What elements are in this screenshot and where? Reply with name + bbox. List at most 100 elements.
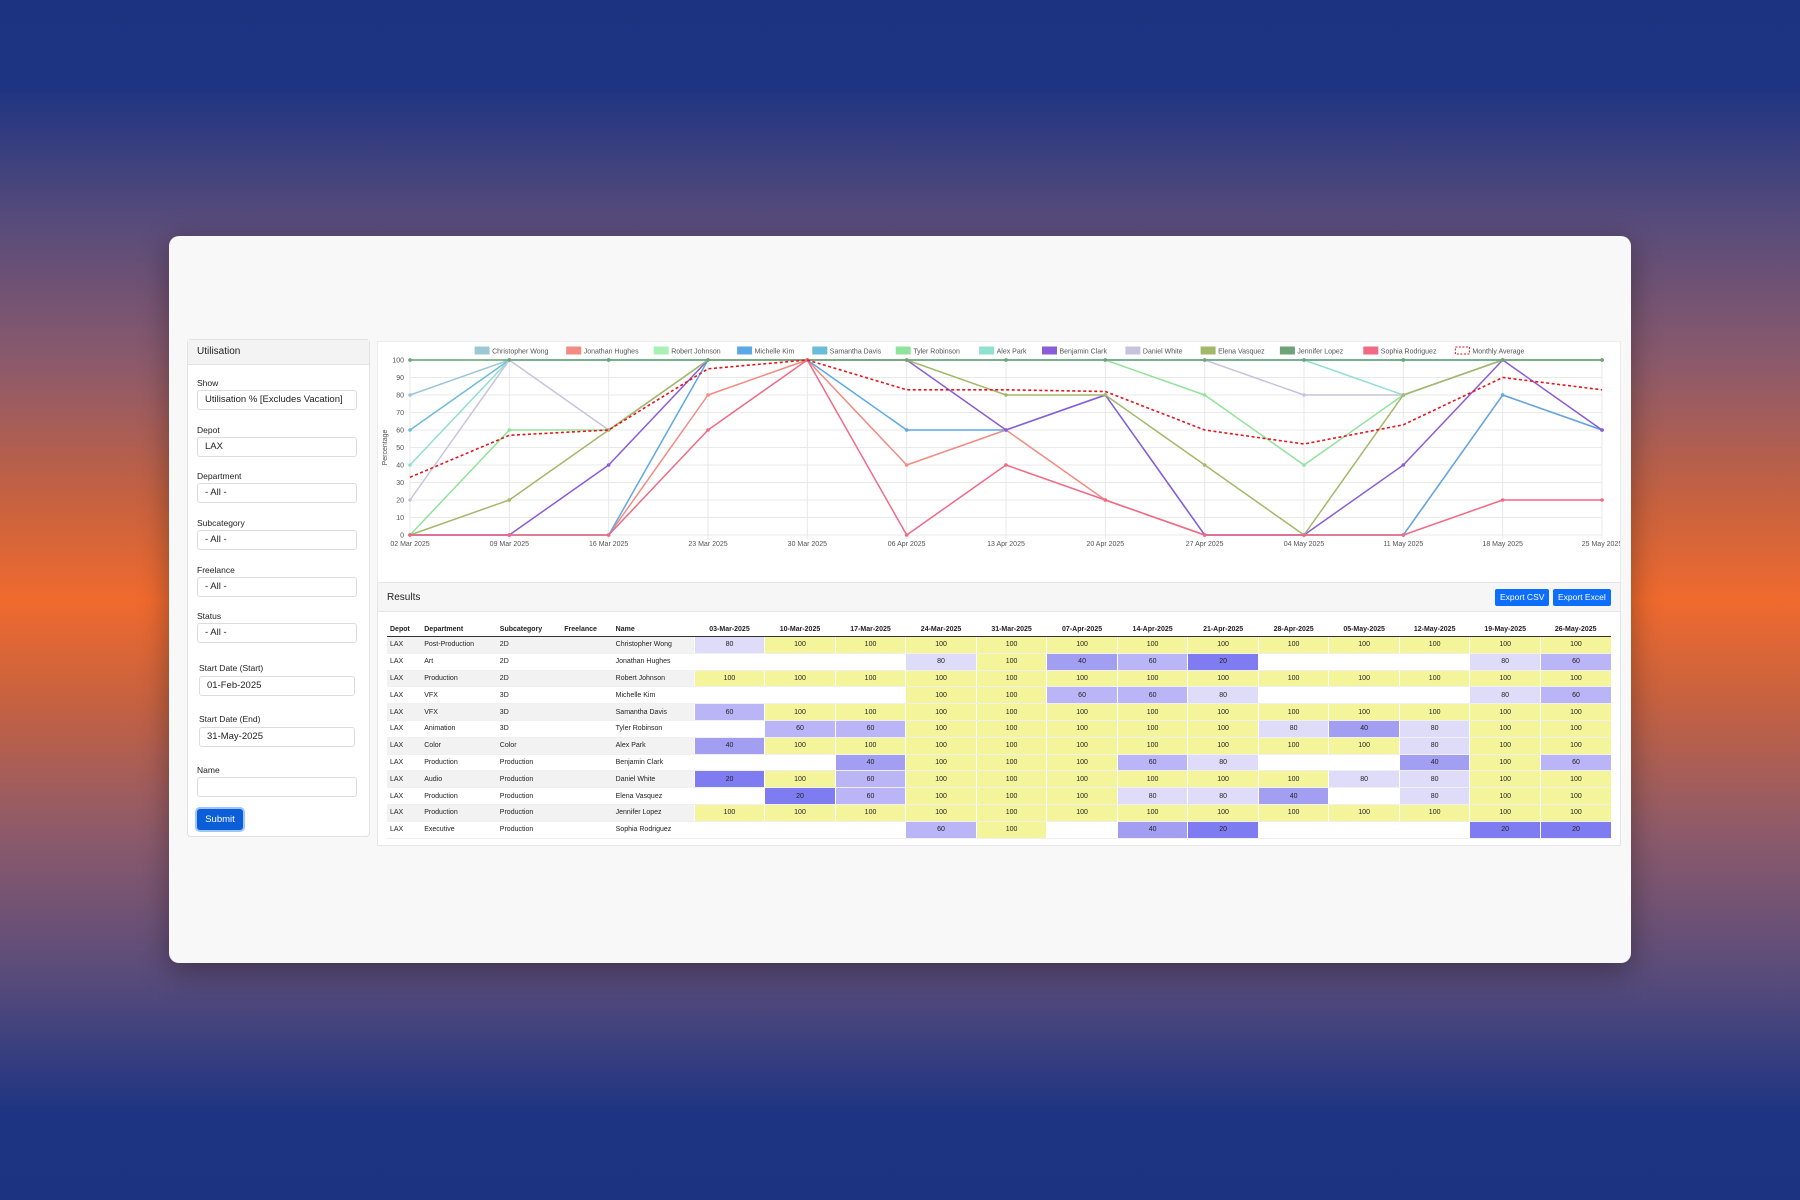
utilisation-cell: 100 (1469, 720, 1541, 738)
utilisation-cell: 60 (1539, 686, 1611, 705)
utilisation-cell (1328, 686, 1400, 705)
export-csv-button[interactable]: Export CSV (1495, 589, 1550, 606)
data-point (1600, 358, 1604, 362)
start-date-start-input[interactable]: 01-Feb-2025 (199, 676, 355, 696)
table-row: LAX VFX 3D Michelle Kim 100 100 60 60 80 80 60 (387, 686, 1611, 705)
x-tick-label: 09 Mar 2025 (490, 541, 529, 548)
status-select[interactable]: - All - (197, 623, 357, 643)
y-tick-label: 70 (396, 410, 404, 417)
week-column-header: 26-May-2025 (1540, 622, 1611, 637)
cell-name: Sophia Rodriguez (612, 821, 695, 839)
legend-swatch (566, 346, 582, 355)
utilisation-cell: 80 (1328, 770, 1400, 789)
utilisation-cell: 100 (905, 804, 977, 822)
data-point (408, 498, 412, 502)
legend-label: Monthly Average (1472, 349, 1524, 356)
cell-subcategory: 2D (496, 653, 562, 671)
utilisation-cell: 100 (905, 703, 977, 721)
data-point (904, 428, 909, 432)
utilisation-cell: 100 (1257, 770, 1329, 789)
department-select[interactable]: - All - (197, 483, 357, 503)
export-excel-button[interactable]: Export Excel (1553, 589, 1611, 606)
utilisation-cell (1257, 754, 1329, 772)
utilisation-cell: 100 (1187, 737, 1259, 755)
data-point (904, 463, 909, 467)
utilisation-cell: 100 (1116, 737, 1188, 755)
utilisation-cell: 100 (905, 770, 977, 789)
utilisation-cell: 100 (834, 804, 906, 822)
utilisation-cell: 100 (905, 787, 977, 805)
data-point (706, 428, 710, 432)
data-point (1500, 358, 1505, 362)
start-date-end-input[interactable]: 31-May-2025 (199, 727, 355, 747)
utilisation-cell (764, 754, 836, 772)
show-select[interactable]: Utilisation % [Excludes Vacation] (197, 390, 357, 410)
subcategory-label: Subcategory (197, 518, 245, 528)
cell-depot: LAX (387, 787, 422, 805)
x-tick-label: 04 May 2025 (1284, 541, 1325, 548)
utilisation-cell: 60 (764, 720, 836, 738)
cell-department: Production (421, 670, 497, 688)
data-point (606, 428, 611, 432)
utilisation-cell: 100 (1046, 787, 1118, 805)
cell-freelance (561, 737, 613, 755)
utilisation-cell: 100 (1257, 703, 1329, 721)
freelance-select[interactable]: - All - (197, 577, 357, 597)
utilisation-cell: 100 (905, 720, 977, 738)
utilisation-cell: 100 (975, 787, 1047, 805)
depot-select[interactable]: LAX (197, 437, 357, 457)
utilisation-cell: 80 (1187, 787, 1259, 805)
cell-name: Tyler Robinson (612, 720, 695, 738)
y-tick-label: 20 (396, 498, 404, 505)
cell-department: Animation (421, 720, 497, 738)
utilisation-cell: 100 (1046, 737, 1118, 755)
y-tick-label: 60 (396, 428, 404, 435)
cell-depot: LAX (387, 686, 422, 705)
utilisation-cell: 40 (834, 754, 906, 772)
freelance-label: Freelance (197, 565, 235, 575)
utilisation-cell (764, 653, 836, 671)
utilisation-cell: 80 (1398, 737, 1470, 755)
week-column-header: 19-May-2025 (1469, 622, 1541, 637)
x-tick-label: 30 Mar 2025 (788, 541, 827, 548)
x-tick-label: 02 Mar 2025 (390, 541, 429, 548)
data-point (408, 358, 412, 362)
cell-name: Jonathan Hughes (612, 653, 695, 671)
utilisation-cell: 100 (905, 670, 977, 688)
x-tick-label: 23 Mar 2025 (688, 541, 727, 548)
utilisation-cell (693, 686, 765, 705)
name-input[interactable] (197, 777, 357, 797)
utilisation-cell: 20 (1187, 653, 1259, 671)
results-title: Results (387, 592, 421, 603)
legend-label: Sophia Rodriguez (1381, 349, 1437, 356)
utilisation-cell: 100 (693, 804, 765, 822)
results-panel: Results Export CSV Export Excel Depot Dep… (377, 582, 1621, 846)
legend-swatch (653, 346, 669, 355)
utilisation-cell: 100 (764, 737, 836, 755)
utilisation-cell: 100 (1469, 670, 1541, 688)
submit-button[interactable]: Submit (197, 809, 243, 830)
utilisation-cell: 100 (1469, 787, 1541, 805)
utilisation-cell (1257, 821, 1329, 839)
subcategory-select[interactable]: - All - (197, 530, 357, 550)
utilisation-cell: 60 (693, 703, 765, 721)
utilisation-cell: 100 (1328, 703, 1400, 721)
cell-freelance (561, 804, 613, 822)
utilisation-cell: 60 (834, 787, 906, 805)
x-tick-label: 27 Apr 2025 (1186, 541, 1224, 548)
cell-department: Production (421, 787, 497, 805)
data-point (507, 358, 512, 362)
data-point (606, 463, 611, 467)
legend-label: Christopher Wong (492, 349, 548, 356)
panel-title: Utilisation (188, 340, 369, 365)
cell-depot: LAX (387, 703, 422, 721)
utilisation-cell: 100 (1116, 720, 1188, 738)
week-column-header: 12-May-2025 (1399, 622, 1470, 637)
table-row: LAX Production Production Jennifer Lopez 100… (387, 804, 1611, 822)
utilisation-cell: 100 (1116, 804, 1188, 822)
utilisation-cell: 100 (1469, 804, 1541, 822)
legend-swatch (812, 346, 828, 355)
data-point (606, 358, 611, 362)
utilisation-cell: 20 (1539, 821, 1611, 839)
utilisation-cell (1328, 821, 1400, 839)
